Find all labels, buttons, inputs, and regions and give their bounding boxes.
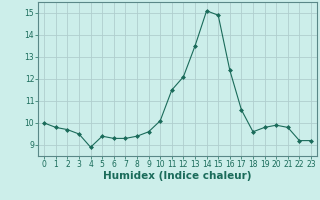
X-axis label: Humidex (Indice chaleur): Humidex (Indice chaleur): [103, 171, 252, 181]
